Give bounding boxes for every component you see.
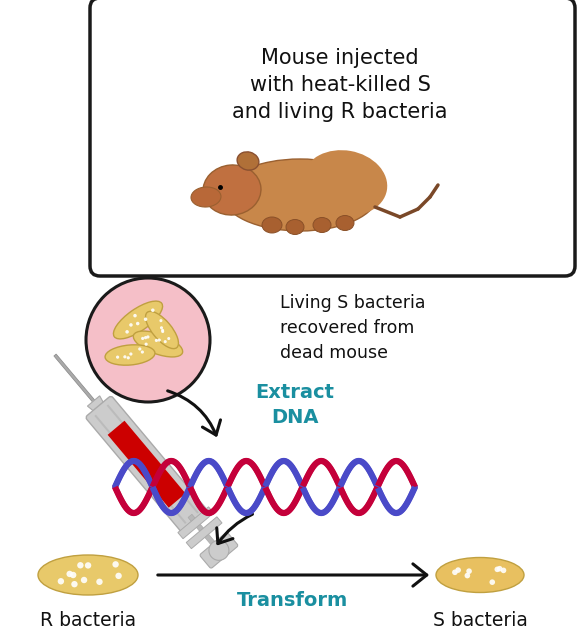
Circle shape: [113, 561, 119, 568]
Bar: [54, 354, 98, 406]
Ellipse shape: [286, 220, 304, 234]
Ellipse shape: [191, 187, 221, 207]
Text: Transform: Transform: [237, 591, 349, 609]
Ellipse shape: [436, 557, 524, 593]
Ellipse shape: [336, 216, 354, 230]
Circle shape: [141, 337, 144, 340]
Ellipse shape: [303, 150, 387, 216]
Circle shape: [151, 308, 155, 312]
Text: Living S bacteria
recovered from
dead mouse: Living S bacteria recovered from dead mo…: [280, 294, 425, 362]
Bar: [107, 404, 199, 514]
Circle shape: [497, 566, 503, 572]
Circle shape: [129, 323, 133, 326]
Ellipse shape: [223, 159, 377, 231]
Circle shape: [464, 573, 470, 579]
Circle shape: [85, 562, 91, 568]
Circle shape: [115, 573, 122, 579]
Circle shape: [127, 356, 130, 360]
Ellipse shape: [145, 311, 178, 349]
Bar: [142, 461, 161, 479]
Circle shape: [161, 329, 164, 332]
Ellipse shape: [105, 345, 155, 365]
Ellipse shape: [313, 218, 331, 232]
Bar: [135, 454, 155, 471]
Bar: [155, 477, 174, 494]
Bar: [116, 431, 136, 448]
Ellipse shape: [203, 165, 261, 215]
Bar: [148, 469, 167, 486]
Text: S bacteria: S bacteria: [433, 611, 527, 630]
FancyArrowPatch shape: [217, 514, 253, 543]
Circle shape: [58, 578, 64, 584]
Circle shape: [116, 356, 119, 359]
FancyBboxPatch shape: [90, 0, 575, 276]
Circle shape: [71, 581, 78, 588]
Circle shape: [455, 567, 461, 573]
Polygon shape: [88, 396, 107, 415]
Circle shape: [66, 571, 73, 577]
Circle shape: [96, 579, 103, 585]
Bar: [108, 420, 186, 508]
Circle shape: [161, 330, 164, 333]
Ellipse shape: [133, 331, 183, 357]
Bar: [188, 515, 218, 548]
Circle shape: [125, 330, 129, 333]
Circle shape: [160, 326, 163, 330]
Circle shape: [70, 572, 76, 578]
Circle shape: [147, 335, 149, 339]
Circle shape: [452, 570, 458, 575]
Bar: [110, 423, 129, 440]
Ellipse shape: [38, 555, 138, 595]
Circle shape: [466, 568, 472, 574]
FancyBboxPatch shape: [86, 396, 207, 532]
Circle shape: [81, 577, 87, 583]
Circle shape: [155, 339, 158, 342]
Ellipse shape: [262, 217, 282, 233]
Circle shape: [133, 314, 137, 317]
Circle shape: [167, 337, 170, 340]
Circle shape: [86, 278, 210, 402]
Bar: [186, 517, 222, 548]
Circle shape: [494, 566, 500, 572]
FancyArrowPatch shape: [158, 564, 427, 586]
Ellipse shape: [114, 301, 163, 339]
Circle shape: [164, 340, 167, 343]
Circle shape: [136, 322, 140, 325]
Circle shape: [159, 319, 163, 322]
FancyBboxPatch shape: [200, 532, 238, 568]
Text: R bacteria: R bacteria: [40, 611, 136, 630]
Text: Mouse injected
with heat-killed S
and living R bacteria: Mouse injected with heat-killed S and li…: [233, 48, 448, 122]
Circle shape: [209, 540, 229, 561]
Circle shape: [144, 317, 147, 321]
Circle shape: [138, 348, 141, 351]
Circle shape: [501, 568, 507, 573]
Text: Extract
DNA: Extract DNA: [256, 383, 335, 427]
Ellipse shape: [237, 152, 259, 170]
Circle shape: [158, 339, 161, 342]
Circle shape: [123, 355, 126, 358]
Circle shape: [144, 342, 148, 346]
Bar: [122, 438, 142, 456]
Circle shape: [129, 353, 133, 356]
Bar: [129, 446, 148, 463]
Bar: [95, 415, 186, 524]
Bar: [161, 484, 181, 502]
Circle shape: [144, 336, 147, 339]
Circle shape: [141, 351, 144, 354]
FancyArrowPatch shape: [168, 391, 220, 435]
Bar: [178, 507, 213, 539]
Circle shape: [77, 562, 84, 568]
Circle shape: [489, 579, 495, 585]
